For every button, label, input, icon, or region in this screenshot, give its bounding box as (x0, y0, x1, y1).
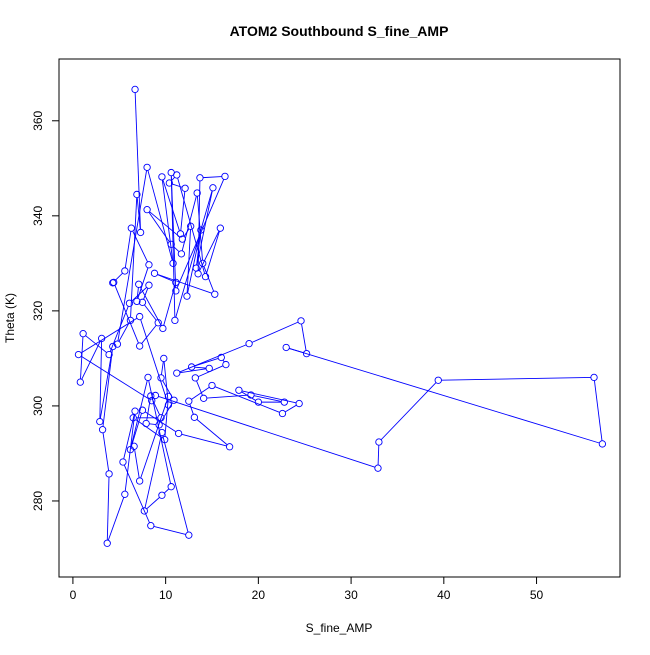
x-tick-label: 10 (159, 588, 173, 602)
x-tick-label: 40 (437, 588, 451, 602)
chart-title: ATOM2 Southbound S_fine_AMP (230, 23, 449, 39)
y-tick-label: 340 (31, 205, 45, 225)
x-tick-label: 50 (530, 588, 544, 602)
y-tick-label: 280 (31, 491, 45, 511)
x-tick-label: 30 (344, 588, 358, 602)
x-tick-label: 20 (252, 588, 266, 602)
y-tick-label: 360 (31, 110, 45, 130)
x-axis-label: S_fine_AMP (306, 621, 373, 635)
y-axis-label: Theta (K) (3, 293, 17, 343)
y-tick-label: 320 (31, 301, 45, 321)
y-tick-label: 300 (31, 396, 45, 416)
x-tick-label: 0 (70, 588, 77, 602)
